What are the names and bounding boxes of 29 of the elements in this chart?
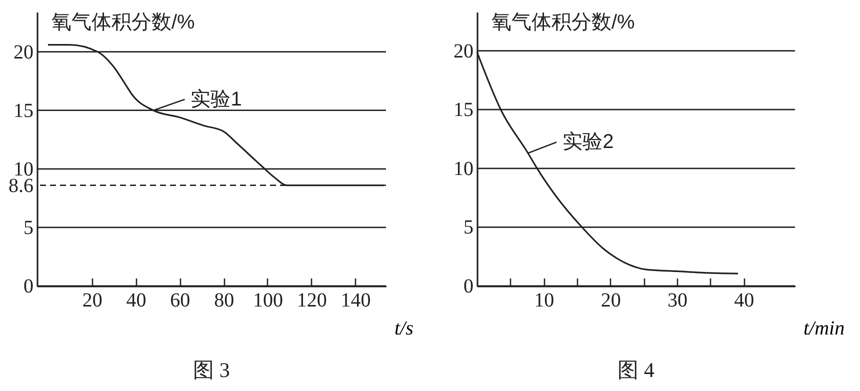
y-tick-label: 8.6: [8, 174, 34, 197]
y-tick-label: 5: [24, 216, 34, 239]
x-tick-label: 140: [340, 290, 371, 312]
x-axis-title: t/s: [394, 318, 414, 340]
x-tick-label: 40: [126, 290, 146, 312]
legend-label: 实验2: [562, 131, 614, 154]
x-tick-label: 40: [734, 290, 754, 312]
x-tick-label: 120: [296, 290, 327, 312]
y-tick-label: 20: [14, 41, 34, 64]
x-tick-label: 20: [600, 290, 621, 312]
y-tick-label: 15: [14, 100, 34, 122]
y-axis-title: 氧气体积分数/%: [52, 12, 196, 34]
x-tick-label: 80: [214, 290, 234, 312]
x-tick-label: 30: [668, 290, 688, 312]
y-tick-label: 0: [24, 276, 34, 298]
y-axis-title: 氧气体积分数/%: [492, 12, 636, 34]
y-tick-label: 5: [464, 216, 474, 239]
x-tick-label: 100: [252, 290, 283, 312]
x-tick-label: 20: [82, 290, 102, 312]
x-tick-label: 60: [170, 290, 190, 312]
text: 图 3: [193, 358, 230, 382]
y-tick-label: 0: [464, 276, 474, 298]
y-tick-label: 15: [454, 99, 474, 122]
y-tick-label: 20: [454, 40, 474, 62]
x-tick-label: 10: [534, 290, 554, 312]
legend-label: 实验1: [190, 88, 242, 110]
x-axis-title: t/min: [804, 318, 845, 340]
y-tick-label: 10: [454, 158, 474, 180]
text: 图 4: [618, 358, 655, 382]
